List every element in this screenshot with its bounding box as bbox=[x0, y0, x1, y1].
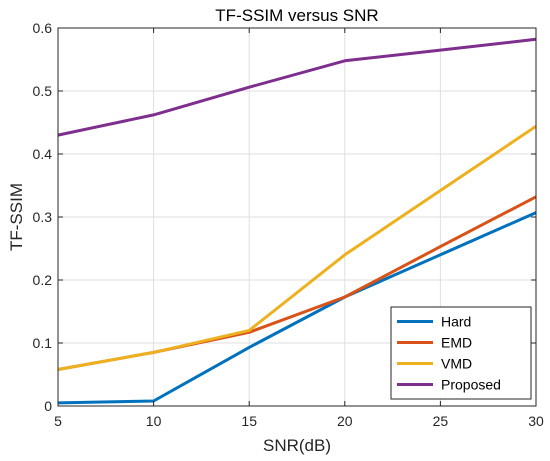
series-lines bbox=[57, 37, 537, 405]
y-tick-label: 0.5 bbox=[33, 83, 53, 99]
x-tick-label: 25 bbox=[433, 413, 449, 429]
chart-title: TF-SSIM versus SNR bbox=[215, 6, 378, 25]
series-line-proposed bbox=[57, 37, 537, 137]
legend-label-proposed: Proposed bbox=[441, 377, 501, 393]
y-tick-label: 0.2 bbox=[33, 272, 53, 288]
x-tick-label: 10 bbox=[146, 413, 162, 429]
y-tick-label: 0.4 bbox=[33, 146, 53, 162]
y-tick-label: 0.1 bbox=[33, 335, 53, 351]
x-tick-label: 5 bbox=[54, 413, 62, 429]
legend: Hard EMD VMD Proposed bbox=[390, 306, 532, 400]
x-axis-label: SNR(dB) bbox=[263, 436, 331, 455]
series-line-vmd bbox=[57, 125, 537, 371]
legend-label-vmd: VMD bbox=[441, 356, 472, 372]
axis-ticks: 5 10 15 20 25 30 0 0.1 0.2 0.3 0.4 0.5 0.6 bbox=[33, 20, 544, 429]
x-tick-label: 30 bbox=[528, 413, 544, 429]
legend-label-hard: Hard bbox=[441, 314, 471, 330]
y-tick-label: 0.3 bbox=[33, 209, 53, 225]
x-tick-label: 20 bbox=[337, 413, 353, 429]
x-tick-label: 15 bbox=[241, 413, 257, 429]
legend-label-emd: EMD bbox=[441, 335, 472, 351]
y-axis-label: TF-SSIM bbox=[7, 183, 26, 251]
y-tick-label: 0 bbox=[44, 398, 52, 414]
y-tick-label: 0.6 bbox=[33, 20, 53, 36]
series-line-hard bbox=[57, 211, 537, 405]
